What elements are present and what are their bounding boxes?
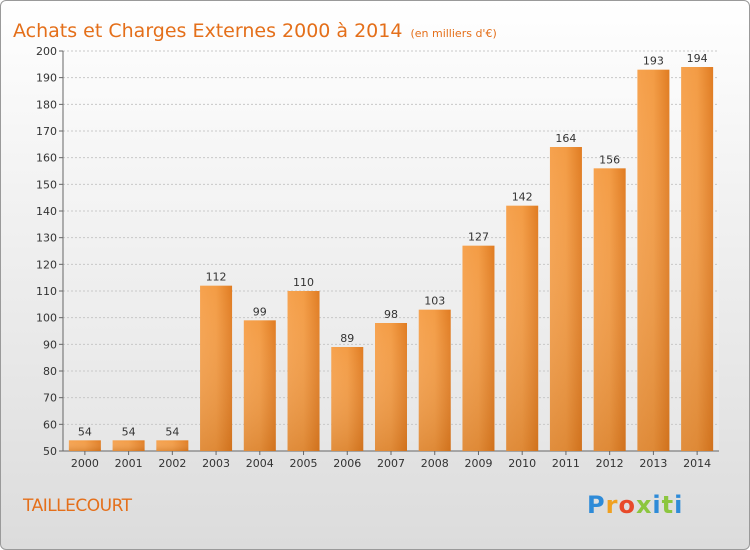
x-tick-label: 2009 — [464, 457, 492, 470]
data-label: 89 — [340, 332, 354, 345]
bar-shade — [506, 205, 539, 451]
y-tick-label: 130 — [36, 232, 57, 245]
y-tick-label: 80 — [43, 365, 57, 378]
place-name: TAILLECOURT — [23, 496, 132, 516]
bar-shade — [462, 245, 495, 451]
logo-letter: x — [635, 491, 653, 519]
y-tick-label: 170 — [36, 125, 57, 138]
chart-title-text: Achats et Charges Externes 2000 à 2014 — [13, 20, 403, 42]
x-tick-label: 2006 — [333, 457, 361, 470]
y-tick-label: 110 — [36, 285, 57, 298]
y-tick-label: 90 — [43, 338, 57, 351]
logo-letter: P — [587, 491, 606, 519]
bar-shade — [200, 285, 233, 451]
bar-shade — [156, 440, 189, 451]
y-tick-label: 100 — [36, 312, 57, 325]
x-tick-label: 2011 — [552, 457, 580, 470]
y-tick-label: 140 — [36, 205, 57, 218]
data-label: 194 — [687, 52, 708, 65]
x-tick-label: 2008 — [421, 457, 449, 470]
logo-letter: t — [661, 491, 675, 519]
proxiti-logo: Proxiti — [587, 491, 683, 519]
data-label: 164 — [555, 132, 576, 145]
y-tick-label: 190 — [36, 72, 57, 85]
data-label: 103 — [424, 295, 445, 308]
x-tick-label: 2000 — [71, 457, 99, 470]
y-tick-label: 120 — [36, 258, 57, 271]
bar-shade — [593, 168, 626, 452]
data-label: 99 — [253, 305, 267, 318]
y-tick-label: 70 — [43, 392, 57, 405]
chart-title: Achats et Charges Externes 2000 à 2014 (e… — [13, 7, 497, 45]
bar-shade — [68, 440, 101, 451]
data-label: 193 — [643, 55, 664, 68]
bar-shade — [287, 291, 320, 451]
chart-unit: (en milliers d'€) — [410, 27, 497, 40]
logo-letter: i — [652, 491, 662, 519]
y-tick-label: 160 — [36, 152, 57, 165]
bar-shade — [243, 320, 276, 451]
bar-shade — [418, 309, 451, 451]
x-tick-label: 2007 — [377, 457, 405, 470]
data-label: 112 — [206, 271, 227, 284]
data-label: 54 — [122, 425, 136, 438]
bar-shade — [637, 69, 670, 452]
y-tick-label: 200 — [36, 45, 57, 58]
data-label: 110 — [293, 276, 314, 289]
data-label: 98 — [384, 308, 398, 321]
y-tick-label: 180 — [36, 98, 57, 111]
bar-shade — [549, 147, 582, 451]
data-label: 54 — [78, 425, 92, 438]
x-tick-label: 2010 — [508, 457, 536, 470]
x-tick-label: 2001 — [115, 457, 143, 470]
data-label: 54 — [165, 425, 179, 438]
x-tick-label: 2003 — [202, 457, 230, 470]
x-tick-label: 2013 — [639, 457, 667, 470]
x-tick-label: 2004 — [246, 457, 274, 470]
logo-letter: i — [674, 491, 684, 519]
bar-shade — [112, 440, 145, 451]
logo-letter: r — [605, 491, 619, 519]
x-tick-label: 2012 — [596, 457, 624, 470]
x-tick-label: 2005 — [290, 457, 318, 470]
x-tick-label: 2014 — [683, 457, 711, 470]
x-tick-label: 2002 — [158, 457, 186, 470]
y-tick-label: 60 — [43, 418, 57, 431]
data-label: 156 — [599, 153, 620, 166]
data-label: 127 — [468, 231, 489, 244]
bar-shade — [375, 323, 407, 451]
bar-shade — [331, 347, 364, 451]
data-label: 142 — [512, 191, 533, 204]
bar-shade — [681, 67, 714, 451]
y-tick-label: 50 — [43, 445, 57, 458]
y-tick-label: 150 — [36, 178, 57, 191]
logo-letter: o — [618, 491, 636, 519]
